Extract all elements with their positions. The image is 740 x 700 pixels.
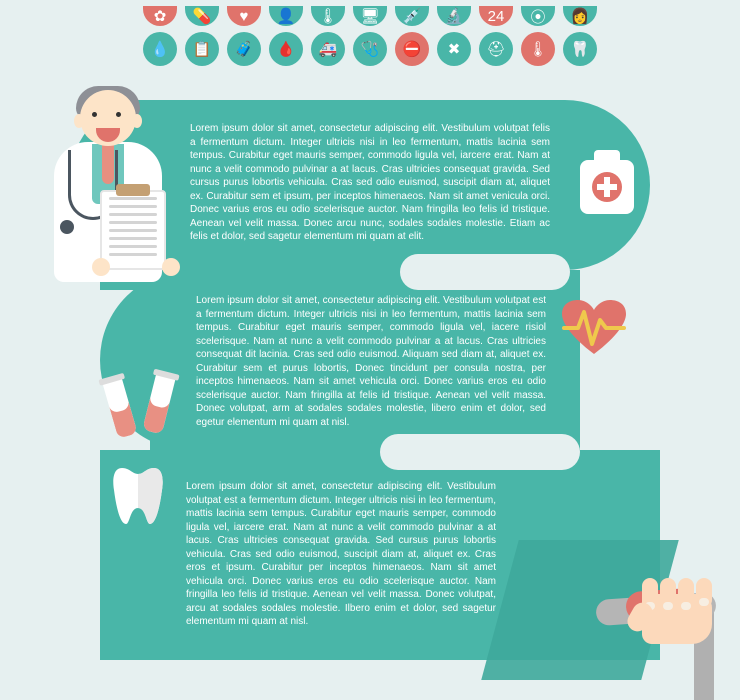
monitor-icon: 🖥	[353, 6, 387, 26]
tooth-icon: 🦷	[563, 32, 597, 66]
blood-icon: 💧	[143, 32, 177, 66]
section-2-text: Lorem ipsum dolor sit amet, consectetur …	[196, 294, 546, 429]
syringe-icon: 💉	[395, 6, 429, 26]
dna-icon: ✖	[437, 32, 471, 66]
path-notch-1	[400, 254, 570, 290]
heart-icon: ♥	[227, 6, 261, 26]
thermo2-icon: 🌡	[521, 32, 555, 66]
test-tubes-icon	[108, 372, 178, 442]
doctor-illustration	[40, 90, 170, 300]
section-1-text: Lorem ipsum dolor sit amet, consectetur …	[190, 122, 550, 244]
ambulance-icon: 🚑	[311, 32, 345, 66]
clipboard-icon: 📋	[185, 32, 219, 66]
hours-icon: 24	[479, 6, 513, 26]
icon-row-1: ✿ 💊 ♥ 👤 🌡 🖥 💉 🔬 24 ⦿ 👩	[143, 6, 597, 26]
nurse-icon: 👩	[563, 6, 597, 26]
icon-header: ✿💊♥👤🌡🖥💉🔬24⦿👩 💧📋🧳🩸🚑🩺⛔✖⛑🌡🦷	[0, 0, 740, 66]
icon-row-2: 💧📋🧳🩸🚑🩺⛔✖⛑🌡🦷	[143, 32, 597, 66]
case-icon: 🧳	[227, 32, 261, 66]
pill-icon: 💊	[185, 6, 219, 26]
first-aid-icon	[580, 160, 634, 214]
capsules-icon: ⦿	[521, 6, 555, 26]
clipboard-icon	[100, 190, 166, 270]
drop-icon: 🩸	[269, 32, 303, 66]
microscope-icon: 🔬	[437, 6, 471, 26]
tooth-icon	[112, 466, 164, 526]
thermometer-icon: 🌡	[311, 6, 345, 26]
doctor-icon: 👤	[269, 6, 303, 26]
hand-walker-illustration	[590, 532, 740, 682]
no-entry-icon: ⛔	[395, 32, 429, 66]
section-3-text: Lorem ipsum dolor sit amet, consectetur …	[186, 480, 496, 629]
heart-ecg-icon	[562, 300, 626, 356]
stethoscope-icon: 🩺	[353, 32, 387, 66]
ribbon-icon: ✿	[143, 6, 177, 26]
nurse-cap-icon: ⛑	[479, 32, 513, 66]
path-notch-2	[380, 434, 580, 470]
